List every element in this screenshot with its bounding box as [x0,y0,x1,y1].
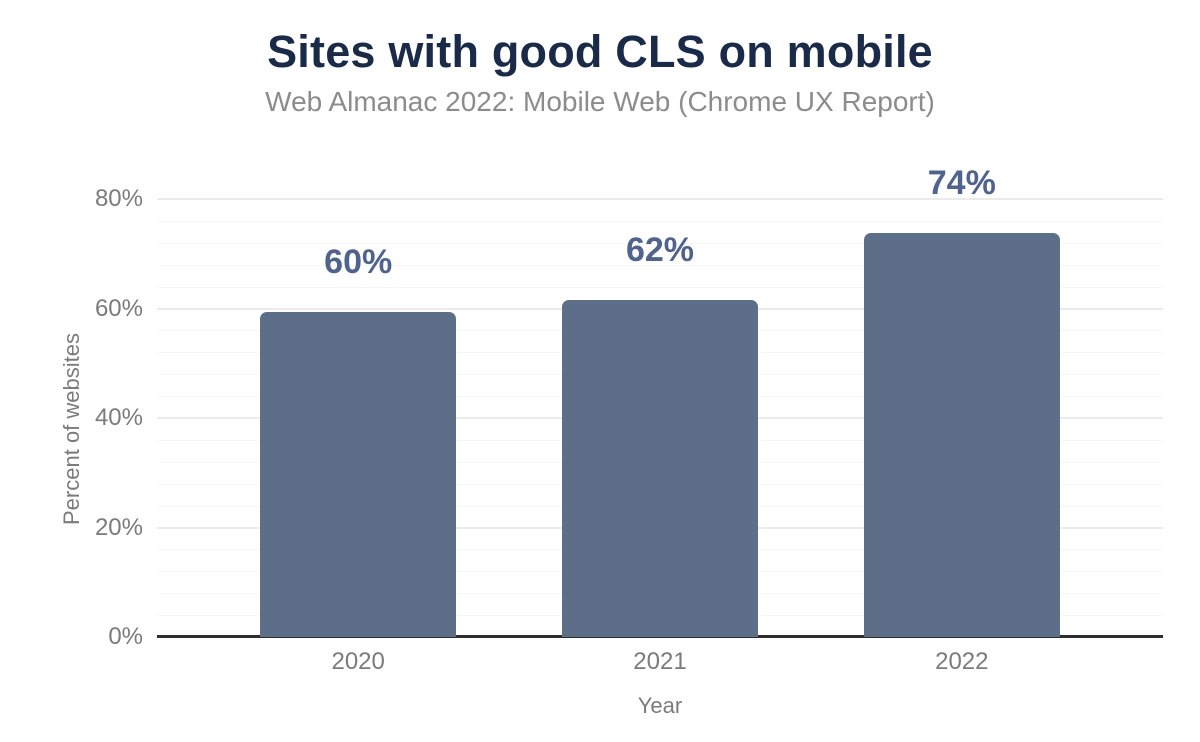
chart-title: Sites with good CLS on mobile [267,26,933,77]
x-axis-title: Year [637,693,683,718]
bar-2020[interactable] [260,311,457,637]
minor-gridline-76 [157,220,1163,222]
bar-value-label-2022: 74% [927,163,996,202]
plot-area: 60% 62% 74% [157,160,1163,638]
y-tick-40: 40% [94,404,143,431]
y-tick-60: 60% [94,294,143,322]
bar-value-label-2020: 60% [324,242,393,281]
bar-value-label-2021: 62% [625,231,695,270]
y-tick-20: 20% [94,513,143,541]
y-tick-0: 0% [108,623,143,650]
chart-subtitle: Web Almanac 2022: Mobile Web (Chrome UX … [265,86,935,117]
minor-gridline-68 [157,264,1163,266]
x-tick-2020: 2020 [331,648,385,675]
minor-gridline-64 [157,286,1163,288]
major-gridline-80 [157,198,1163,200]
y-axis-ticks: 0% 20% 40% 60% 80% [0,160,143,649]
x-tick-2021: 2021 [633,648,687,675]
bar-2022[interactable] [863,232,1060,637]
x-tick-2022: 2022 [935,648,989,675]
y-tick-80: 80% [94,185,143,212]
minor-gridline-72 [157,242,1163,244]
bar-2021[interactable] [562,300,758,637]
